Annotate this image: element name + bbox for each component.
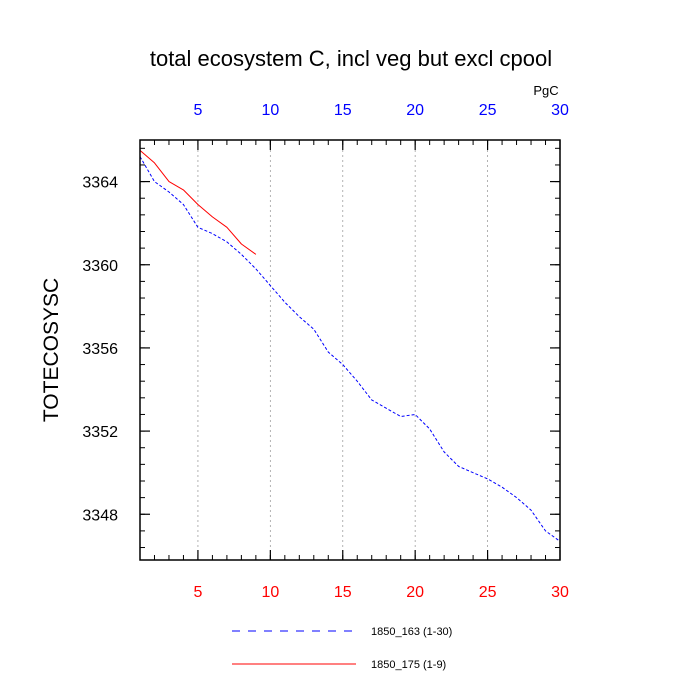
x-tick-label-bottom: 30 (551, 584, 569, 601)
x-tick-label-top: 20 (406, 102, 424, 119)
legend-label-1: 1850_163 (1-30) (371, 626, 452, 638)
x-grid (197, 140, 488, 560)
x-tick-label-top: 10 (261, 102, 279, 119)
series-line-1 (139, 156, 561, 542)
y-tick-label: 3356 (82, 341, 118, 358)
axis-ticks (139, 140, 561, 560)
legend: 1850_163 (1-30) 1850_175 (1-9) (232, 626, 452, 671)
legend-label-2: 1850_175 (1-9) (371, 659, 446, 671)
y-axis-label: TOTECOSYSC (40, 278, 63, 422)
y-tick-label: 3348 (82, 507, 118, 524)
x-tick-label-top: 5 (193, 102, 202, 119)
x-tick-label-bottom: 5 (193, 584, 202, 601)
x-tick-label-top: 30 (551, 102, 569, 119)
x-tick-label-bottom: 25 (479, 584, 497, 601)
series-group (139, 150, 561, 542)
y-tick-label: 3352 (82, 424, 118, 441)
x-tick-label-top: 15 (334, 102, 352, 119)
tick-labels: 5 5 10 10 15 15 20 20 25 25 30 30 3348 3352 3356 3360 33… (82, 102, 569, 601)
y-tick-label: 3364 (82, 175, 118, 192)
top-axis-units-label: PgC (533, 83, 558, 98)
y-tick-label: 3360 (82, 258, 118, 275)
x-tick-label-bottom: 20 (406, 584, 424, 601)
plot-frame (139, 139, 561, 561)
chart-title: total ecosystem C, incl veg but excl cpo… (150, 46, 552, 71)
x-tick-label-bottom: 10 (261, 584, 279, 601)
x-tick-label-bottom: 15 (334, 584, 352, 601)
x-tick-label-top: 25 (479, 102, 497, 119)
